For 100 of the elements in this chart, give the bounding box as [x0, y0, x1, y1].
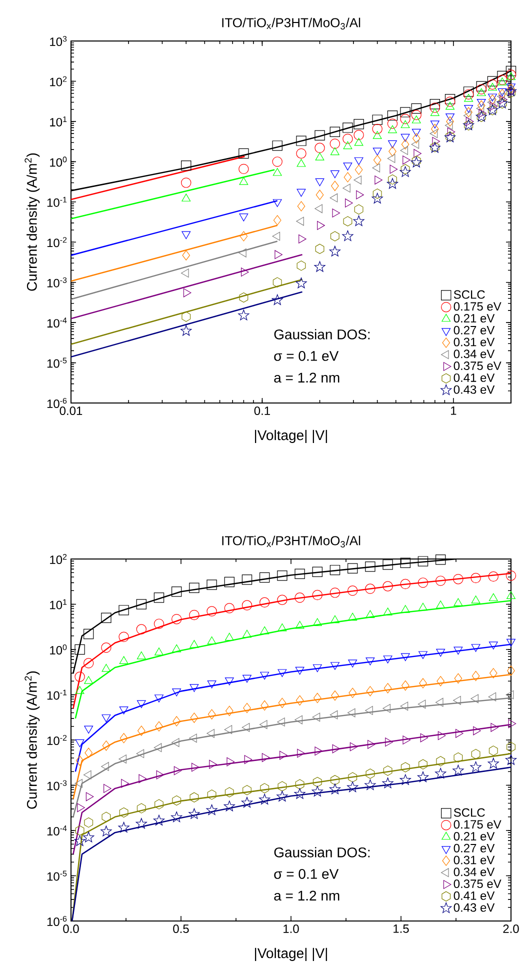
point — [206, 728, 214, 738]
point — [488, 746, 498, 756]
x-tick-label: 1.5 — [394, 924, 409, 933]
point — [488, 593, 498, 602]
legend-label: 0.175 eV — [454, 302, 502, 311]
y-tick-label: 10$^{1}$ — [50, 599, 67, 610]
point — [119, 706, 128, 714]
point — [84, 817, 94, 828]
point — [154, 743, 162, 752]
point — [101, 762, 109, 771]
point — [172, 614, 182, 624]
chart-title: ITO/TiO$_{x}$/P3HT/MoO$_{3}$/Al — [222, 18, 360, 30]
x-tick-label: 2.0 — [503, 924, 519, 934]
point — [297, 748, 305, 758]
point — [435, 576, 446, 586]
point — [118, 632, 129, 642]
point — [207, 680, 216, 688]
point — [84, 628, 94, 640]
point — [312, 590, 322, 600]
point — [506, 591, 516, 599]
point — [314, 746, 322, 756]
point — [276, 790, 288, 802]
point — [312, 664, 322, 672]
point — [102, 664, 111, 672]
point — [295, 666, 304, 675]
point — [206, 580, 217, 590]
point — [294, 568, 305, 579]
point — [385, 738, 393, 747]
point — [224, 787, 234, 798]
point — [365, 561, 376, 572]
y-tick-label: 10$^{-4}$ — [47, 318, 67, 328]
point — [312, 776, 322, 788]
point — [260, 783, 270, 794]
point — [454, 673, 462, 684]
point — [118, 754, 126, 764]
point — [118, 822, 130, 833]
point — [190, 640, 199, 648]
point — [471, 748, 480, 760]
point — [401, 680, 410, 691]
point — [488, 692, 496, 702]
legend-label: SCLC — [454, 290, 485, 299]
point — [312, 566, 322, 577]
point — [224, 603, 234, 614]
point — [330, 775, 340, 786]
point — [312, 618, 322, 626]
point — [366, 686, 374, 696]
point — [155, 721, 163, 732]
point — [312, 712, 320, 722]
point — [136, 818, 147, 829]
point — [400, 762, 410, 772]
point — [418, 578, 428, 588]
point — [259, 794, 270, 804]
point — [400, 558, 410, 568]
point — [382, 704, 390, 713]
point — [348, 688, 356, 698]
y-tick-label: 10$^{0}$ — [50, 644, 67, 655]
y-tick-label: 10$^{-4}$ — [47, 826, 67, 836]
point — [436, 648, 446, 657]
y-tick-label: 10$^{3}$ — [50, 36, 67, 46]
point — [156, 770, 164, 780]
point — [347, 563, 358, 574]
point — [330, 662, 340, 670]
y-tick-label: 10$^{2}$ — [50, 76, 67, 86]
point — [455, 728, 464, 738]
point — [224, 576, 234, 588]
point — [84, 676, 94, 684]
point — [208, 709, 216, 720]
point — [76, 756, 84, 766]
point — [454, 646, 463, 655]
point — [242, 630, 252, 638]
point — [294, 788, 306, 799]
point — [83, 832, 94, 842]
point — [296, 695, 304, 706]
chart-title: ITO/TiO$_{x}$/P3HT/MoO$_{3}$/Al — [222, 536, 360, 548]
point — [136, 749, 144, 758]
x-axis-title: |Voltage| |V| — [255, 948, 327, 962]
point — [506, 570, 516, 581]
legend-label: 0.34 eV — [454, 350, 495, 358]
point — [420, 733, 428, 742]
point — [207, 790, 216, 800]
y-tick-label: 10$^{1}$ — [50, 116, 67, 126]
point — [277, 718, 285, 726]
point — [435, 768, 446, 778]
point — [207, 636, 216, 644]
point — [488, 758, 499, 768]
point — [259, 572, 270, 583]
point — [243, 702, 251, 714]
point — [383, 608, 392, 616]
point — [259, 720, 268, 729]
point — [84, 726, 94, 734]
point — [136, 651, 146, 660]
point — [419, 678, 427, 688]
point — [418, 700, 426, 709]
point — [136, 700, 146, 708]
point — [138, 774, 146, 784]
point — [86, 792, 94, 802]
legend-label: 0.43 eV — [454, 385, 495, 394]
point — [402, 736, 410, 744]
point — [453, 696, 461, 705]
point — [209, 760, 217, 769]
